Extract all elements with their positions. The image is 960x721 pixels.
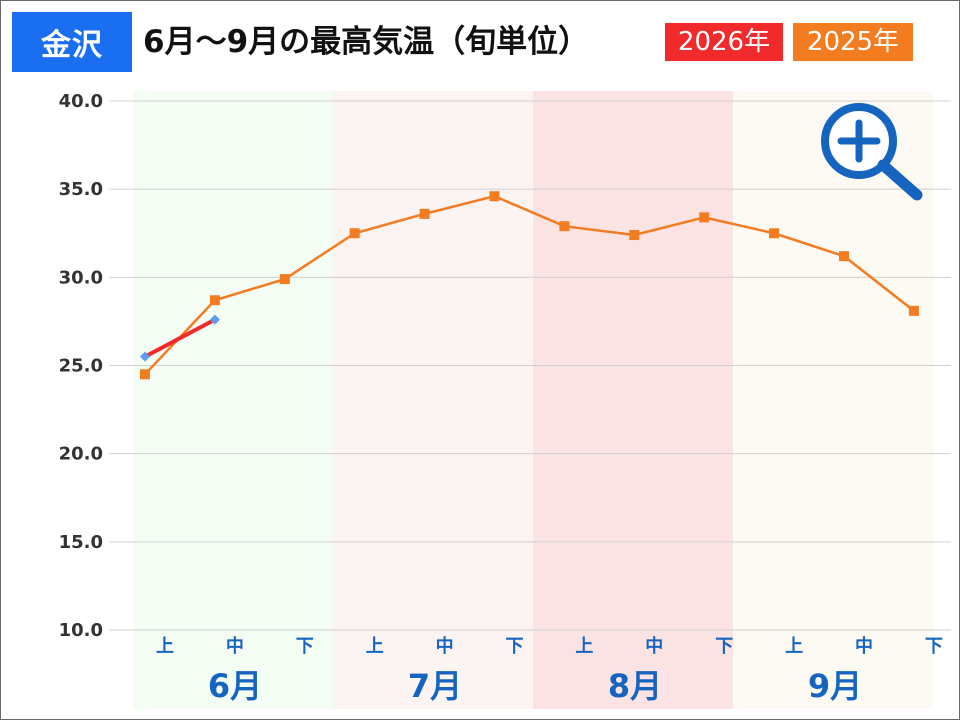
dekad-label: 下 <box>506 636 524 657</box>
dekad-label: 上 <box>785 636 803 657</box>
month-label: 9月 <box>808 667 862 705</box>
y-tick-label: 30.0 <box>59 267 103 288</box>
point-2025 <box>349 228 360 239</box>
point-2025 <box>699 212 710 223</box>
y-tick-label: 15.0 <box>59 532 103 553</box>
point-2025 <box>279 274 290 285</box>
dekad-label: 中 <box>436 635 454 657</box>
dekad-label: 下 <box>925 636 943 657</box>
point-2025 <box>629 230 640 241</box>
point-2025 <box>419 208 430 219</box>
point-2026 <box>140 351 150 362</box>
y-tick-label: 40.0 <box>59 91 103 112</box>
y-tick-label: 25.0 <box>59 356 103 377</box>
legend-2026: 2026年 <box>665 23 783 61</box>
dekad-label: 中 <box>645 635 663 657</box>
month-label: 7月 <box>408 667 462 705</box>
legend-2025: 2025年 <box>793 23 913 61</box>
point-2025 <box>839 251 849 262</box>
series-line-2026 <box>144 317 216 359</box>
dekad-label: 下 <box>296 636 314 657</box>
dekad-label: 中 <box>855 635 873 657</box>
point-2025 <box>769 228 780 239</box>
point-2025 <box>140 369 150 380</box>
point-2025 <box>908 305 919 316</box>
point-2025 <box>559 221 570 232</box>
month-band <box>133 91 333 709</box>
dekad-label: 上 <box>156 636 174 657</box>
y-tick-label: 20.0 <box>59 444 103 465</box>
dekad-label: 中 <box>226 635 244 657</box>
point-2026 <box>209 314 220 325</box>
month-band <box>733 91 933 709</box>
zoom-in-icon[interactable] <box>819 101 927 203</box>
city-badge: 金沢 <box>12 12 132 72</box>
dekad-label: 下 <box>715 636 733 657</box>
point-2025 <box>489 191 500 202</box>
month-label: 8月 <box>608 667 662 705</box>
month-band <box>333 91 533 709</box>
chart-title: 6月～9月の最高気温（旬単位） <box>143 24 590 60</box>
dekad-label: 上 <box>575 636 593 657</box>
dekad-label: 上 <box>366 636 384 657</box>
y-tick-label: 10.0 <box>59 620 103 641</box>
month-band <box>533 91 733 709</box>
series-line-2025 <box>144 194 915 376</box>
month-label: 6月 <box>208 667 262 705</box>
point-2025 <box>209 295 220 306</box>
y-tick-label: 35.0 <box>59 179 103 200</box>
